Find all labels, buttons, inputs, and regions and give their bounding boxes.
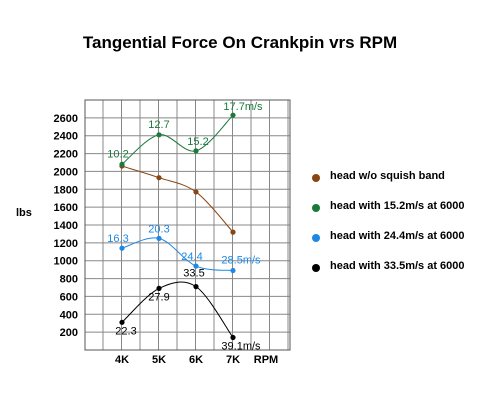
data-point [230, 267, 236, 274]
x-tick-label: 4K [115, 354, 129, 366]
legend-label: head with 15.2m/s at 6000 [330, 200, 465, 212]
data-point [119, 245, 125, 251]
data-point [193, 148, 199, 154]
y-tick-label: 1000 [54, 256, 78, 268]
legend-label: head with 24.4m/s at 6000 [330, 230, 465, 242]
legend-marker [312, 174, 320, 182]
y-tick-label: 800 [60, 274, 78, 286]
x-tick-label: 7K [226, 354, 240, 366]
data-point [156, 235, 162, 241]
data-point [193, 284, 199, 290]
y-tick-label: 2000 [54, 166, 78, 178]
data-label: 10.2 [107, 148, 128, 160]
data-point [230, 334, 236, 341]
y-tick-label: 1600 [54, 202, 78, 214]
y-tick-label: 2400 [54, 131, 78, 143]
data-point [119, 319, 125, 325]
data-label: 27.9 [148, 291, 169, 303]
data-point [193, 263, 199, 269]
data-label: 15.2 [187, 136, 208, 148]
series-line [121, 114, 234, 165]
data-label: 28.5m/s [221, 255, 261, 267]
legend-label: head with 33.5m/s at 6000 [330, 260, 465, 272]
series-line [121, 281, 234, 338]
legend-marker [312, 234, 320, 242]
x-tick-label: 5K [152, 354, 166, 366]
data-label: 12.7 [148, 119, 169, 131]
y-tick-label: 2200 [54, 149, 78, 161]
data-label: 22.3 [115, 325, 136, 337]
data-label: 20.3 [148, 223, 169, 235]
y-axis-label: lbs [16, 207, 32, 219]
x-tick-label: 6K [189, 354, 203, 366]
series-line [121, 237, 234, 272]
data-point [156, 285, 162, 291]
data-label: 33.5 [183, 268, 204, 280]
legend-marker [312, 204, 320, 212]
y-tick-label: 1800 [54, 184, 78, 196]
data-point [119, 161, 125, 167]
data-point [230, 229, 236, 235]
plot-frame [84, 99, 291, 351]
legend-marker [312, 264, 320, 272]
y-tick-label: 400 [60, 309, 78, 321]
y-tick-label: 200 [60, 327, 78, 339]
x-axis-label: RPM [254, 354, 278, 366]
data-label: 16.3 [107, 233, 128, 245]
y-tick-label: 1400 [54, 220, 78, 232]
data-label: 24.4 [181, 251, 202, 263]
chart-title: Tangential Force On Crankpin vrs RPM [82, 33, 398, 52]
y-tick-label: 1200 [54, 238, 78, 250]
y-tick-label: 600 [60, 291, 78, 303]
data-point [156, 175, 162, 181]
data-point [230, 112, 236, 118]
y-tick-label: 2600 [54, 113, 78, 125]
legend-label: head w/o squish band [330, 170, 445, 182]
data-point [156, 132, 162, 138]
series-line [121, 165, 234, 233]
data-label: 17.7m/s [223, 101, 263, 113]
data-point [193, 189, 199, 195]
data-label: 39.1m/s [221, 341, 261, 353]
